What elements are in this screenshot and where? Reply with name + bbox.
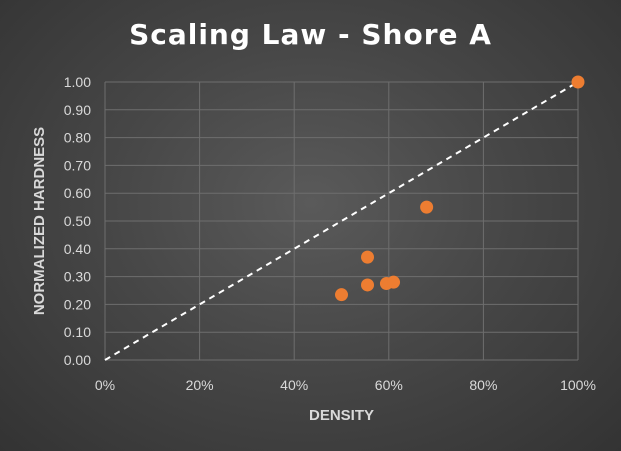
y-tick-label: 0.20 [64,296,91,312]
data-point [571,75,585,89]
x-tick-label: 100% [560,377,596,393]
data-point [361,278,375,292]
y-tick-label: 0.30 [64,269,91,285]
y-axis-title: NORMALIZED HARDNESS [31,127,48,315]
data-point [361,250,375,264]
x-tick-label: 0% [95,377,115,393]
y-tick-label: 0.50 [64,213,91,229]
y-tick-label: 0.90 [64,102,91,118]
grid [104,81,579,361]
x-tick-label: 40% [280,377,308,393]
x-tick-label: 80% [469,377,497,393]
reference-line [104,81,579,361]
y-tick-label: 0.00 [64,352,91,368]
y-tick-label: 0.70 [64,157,91,173]
data-point [420,200,434,214]
data-point [387,275,401,289]
data-points [335,75,585,302]
y-tick-label: 0.80 [64,130,91,146]
x-axis-title: DENSITY [309,407,374,424]
x-tick-label: 60% [375,377,403,393]
x-tick-label: 20% [186,377,214,393]
y-tick-label: 1.00 [64,74,91,90]
y-tick-label: 0.40 [64,241,91,257]
y-tick-label: 0.60 [64,185,91,201]
data-point [335,288,348,302]
tick-labels: 0.00 0.10 0.20 0.30 0.40 0.50 0.60 0.70 0.80 0.90… [64,74,596,393]
chart-title: Scaling Law - Shore A [129,18,492,51]
y-tick-label: 0.10 [64,324,91,340]
